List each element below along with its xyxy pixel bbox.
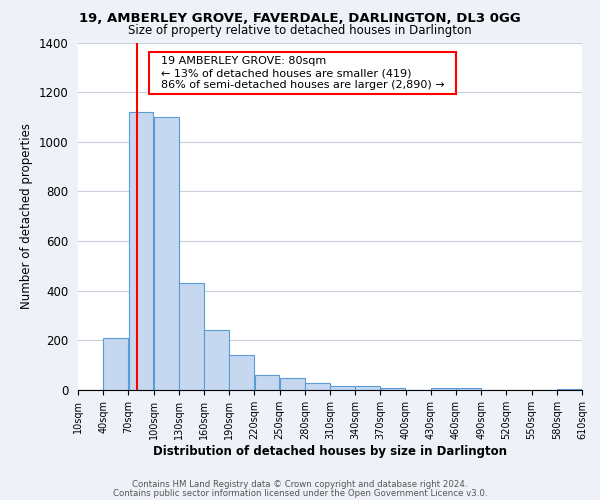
Text: Contains HM Land Registry data © Crown copyright and database right 2024.: Contains HM Land Registry data © Crown c…: [132, 480, 468, 489]
Bar: [204, 330, 229, 390]
Bar: [456, 388, 481, 390]
Bar: [103, 338, 128, 390]
Bar: [305, 382, 330, 390]
Bar: [254, 375, 280, 390]
Text: Size of property relative to detached houses in Darlington: Size of property relative to detached ho…: [128, 24, 472, 37]
Text: 19, AMBERLEY GROVE, FAVERDALE, DARLINGTON, DL3 0GG: 19, AMBERLEY GROVE, FAVERDALE, DARLINGTO…: [79, 12, 521, 26]
Y-axis label: Number of detached properties: Number of detached properties: [20, 123, 33, 309]
X-axis label: Distribution of detached houses by size in Darlington: Distribution of detached houses by size …: [153, 444, 507, 458]
Bar: [380, 388, 406, 390]
Bar: [557, 389, 582, 390]
Bar: [154, 117, 179, 390]
Bar: [330, 386, 355, 390]
Text: 19 AMBERLEY GROVE: 80sqm
  ← 13% of detached houses are smaller (419)
  86% of s: 19 AMBERLEY GROVE: 80sqm ← 13% of detach…: [154, 56, 451, 90]
Bar: [280, 378, 305, 390]
Text: Contains public sector information licensed under the Open Government Licence v3: Contains public sector information licen…: [113, 488, 487, 498]
Bar: [179, 284, 204, 390]
Bar: [128, 112, 154, 390]
Bar: [355, 386, 380, 390]
Bar: [431, 388, 456, 390]
Bar: [229, 355, 254, 390]
